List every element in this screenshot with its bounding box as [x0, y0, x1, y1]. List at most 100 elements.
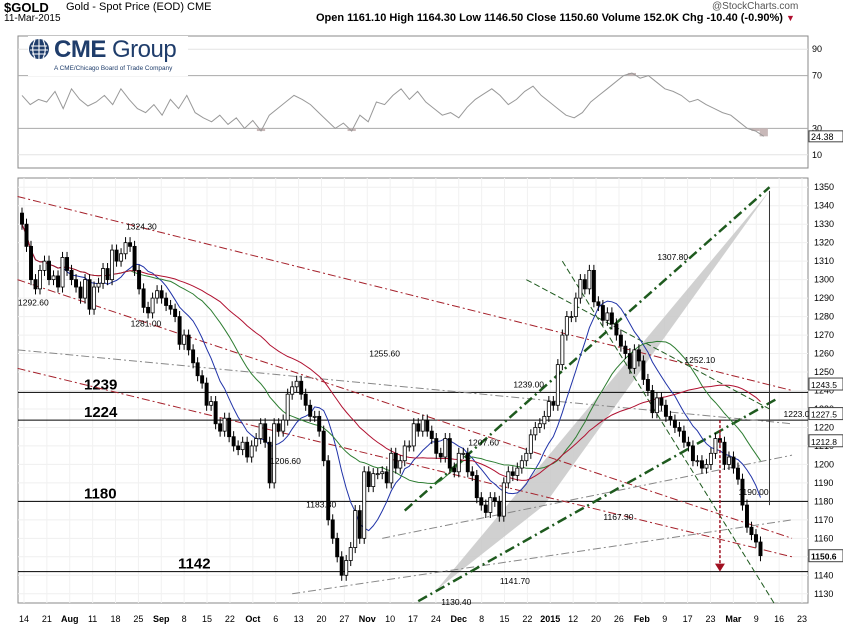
candle-body	[87, 279, 92, 310]
chg-down-icon: ▼	[786, 13, 795, 23]
price-annotation: 1292.60	[18, 297, 49, 307]
candle-body	[654, 397, 659, 414]
price-annotation: 1167.30	[603, 512, 633, 522]
candle-body	[213, 401, 218, 425]
y-tick-label: 1220	[814, 422, 834, 432]
candle-body	[686, 441, 691, 447]
candle-body	[177, 316, 182, 345]
ohlc-text: Open 1161.10 High 1164.30 Low 1146.50 Cl…	[316, 12, 783, 24]
candle-body	[641, 360, 646, 380]
candle-body	[537, 423, 542, 428]
candle-body	[299, 380, 304, 395]
y-tick-label: 1310	[814, 256, 834, 266]
rsi-tick-label: 30	[812, 123, 822, 133]
candle-body	[596, 301, 601, 306]
candle-body	[447, 438, 452, 469]
candle-body	[605, 312, 610, 321]
candle-body	[353, 510, 358, 548]
x-tick-label: 20	[591, 614, 601, 624]
candle-body	[254, 438, 259, 447]
wedge-lower-line	[417, 396, 780, 603]
candle-body	[470, 471, 475, 476]
target-arrow-head	[714, 563, 725, 572]
candle-body	[128, 242, 133, 247]
candle-body	[402, 445, 407, 462]
candle-body	[384, 471, 389, 484]
candle-body	[416, 423, 421, 432]
x-tick-label: 21	[42, 614, 52, 624]
price-annotation: 1183.30	[306, 499, 336, 509]
price-annotation: 1207.60	[468, 437, 499, 447]
y-tick-label: 1140	[814, 570, 833, 580]
candle-body	[132, 245, 137, 271]
y-tick-label: 1270	[814, 330, 834, 340]
candle-body	[56, 275, 60, 288]
y-tick-label: 1340	[814, 201, 834, 211]
y-tick-label: 1180	[814, 496, 833, 506]
candle-body	[582, 279, 587, 290]
falling-channel-lower	[17, 367, 793, 558]
y-tick-label: 1330	[814, 219, 834, 229]
wedge-upper-line	[403, 186, 771, 512]
x-tick-label: 22	[225, 614, 235, 624]
x-tick-label: Mar	[725, 614, 742, 624]
candle-body	[29, 245, 33, 281]
candle-body	[348, 547, 353, 561]
candle-body	[483, 504, 488, 513]
candle-body	[551, 401, 556, 406]
candle-body	[546, 401, 551, 417]
candle-body	[555, 364, 560, 406]
candle-body	[578, 279, 583, 299]
y-tick-label: 1190	[814, 478, 833, 488]
x-tick-label: Oct	[245, 614, 260, 624]
candle-body	[168, 305, 173, 310]
x-tick-label: 8	[479, 614, 484, 624]
globe-icon	[29, 39, 49, 59]
candle-body	[173, 308, 178, 317]
candle-body	[47, 260, 51, 281]
cme-logo: CME Group A CME/Chicago Board of Trade C…	[28, 36, 188, 76]
x-tick-label: 22	[522, 614, 532, 624]
right-price-box	[808, 407, 843, 421]
candle-body	[744, 504, 749, 528]
x-tick-label: 17	[408, 614, 418, 624]
candle-body	[74, 279, 79, 288]
candle-body	[344, 560, 349, 576]
price-annotation: 1255.60	[369, 349, 400, 359]
x-tick-label: 14	[19, 614, 29, 624]
candle-body	[722, 441, 727, 465]
candle-body	[479, 497, 484, 506]
rsi-tick-label: 10	[812, 150, 822, 160]
candle-body	[276, 423, 281, 432]
candle-body	[204, 382, 209, 406]
x-tick-label: 15	[202, 614, 212, 624]
level-label: 1142	[178, 556, 211, 573]
x-tick-label: 23	[797, 614, 807, 624]
x-tick-label: 11	[88, 614, 97, 624]
credit-text: @StockCharts.com	[712, 1, 799, 12]
candle-body	[308, 404, 313, 417]
candle-body	[735, 467, 740, 480]
candle-body	[267, 441, 272, 484]
candle-body	[317, 415, 322, 432]
price-annotation: 1324.30	[126, 222, 157, 232]
grey-support-line	[292, 519, 793, 595]
candle-body	[272, 423, 277, 484]
logo-wordmark: CME Group	[54, 36, 177, 64]
candle-body	[713, 438, 718, 454]
candle-body	[137, 269, 142, 290]
x-tick-label: Aug	[61, 614, 79, 624]
grey-support-line-2	[382, 454, 793, 539]
price-annotation: 1281.00	[131, 319, 162, 329]
x-tick-label: 17	[683, 614, 693, 624]
level-label: 1224	[84, 404, 118, 421]
rsi-last-label: 24.38	[811, 132, 834, 142]
candle-body	[663, 404, 668, 417]
candle-body	[195, 362, 200, 377]
candle-body	[569, 316, 574, 318]
candle-body	[564, 316, 569, 336]
candle-body	[443, 438, 448, 458]
candle-body	[326, 460, 331, 521]
candle-body	[614, 323, 619, 336]
